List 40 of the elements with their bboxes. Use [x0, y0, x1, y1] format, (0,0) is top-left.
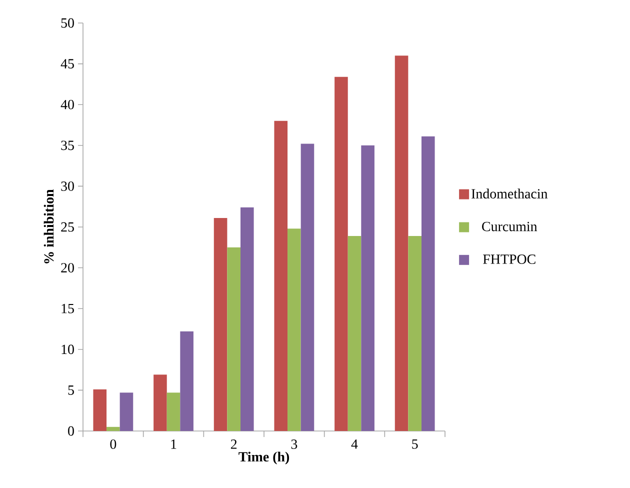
y-tick-label: 25 — [61, 222, 74, 232]
bar — [227, 247, 240, 431]
x-tick-label: 1 — [171, 439, 176, 449]
y-tick-label: 0 — [68, 426, 74, 436]
bar — [166, 392, 180, 431]
bar — [93, 389, 107, 431]
legend-label: FHTPOC — [483, 254, 536, 264]
bar — [394, 56, 408, 431]
bar — [288, 228, 301, 431]
x-tick-label: 5 — [412, 439, 418, 449]
bar — [300, 144, 314, 431]
x-axis-title: Time (h) — [238, 452, 290, 464]
y-tick-label: 15 — [62, 304, 74, 314]
bar — [421, 136, 435, 431]
bar — [274, 120, 288, 431]
y-tick-label: 20 — [61, 263, 74, 272]
bar — [154, 374, 167, 431]
bar — [120, 392, 134, 431]
bar — [408, 236, 422, 431]
y-tick-label: 10 — [62, 344, 74, 354]
bar — [106, 426, 120, 431]
y-tick-label: 50 — [61, 18, 74, 28]
x-tick-label: 0 — [110, 440, 116, 449]
bar — [240, 207, 254, 431]
x-tick-label: 2 — [230, 440, 237, 449]
bar — [361, 145, 374, 431]
y-axis-title: % inhibition — [44, 189, 54, 264]
bar — [334, 76, 348, 431]
y-tick-label: 45 — [60, 59, 74, 68]
y-tick-label: 40 — [60, 100, 74, 110]
y-tick-label: 5 — [68, 386, 74, 395]
legend-label: Curcumin — [482, 222, 538, 232]
bar — [348, 236, 362, 431]
bar — [180, 331, 194, 431]
x-tick-label: 4 — [351, 439, 358, 449]
x-tick-label: 3 — [291, 440, 298, 449]
y-tick-label: 30 — [61, 181, 74, 191]
y-tick-label: 35 — [61, 140, 74, 150]
bar — [214, 218, 228, 431]
legend-label: Indomethacin — [472, 188, 548, 199]
